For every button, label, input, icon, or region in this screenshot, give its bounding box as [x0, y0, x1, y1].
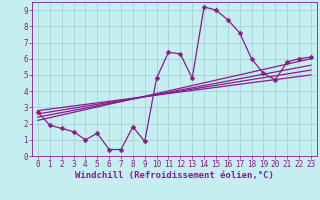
X-axis label: Windchill (Refroidissement éolien,°C): Windchill (Refroidissement éolien,°C) [75, 171, 274, 180]
